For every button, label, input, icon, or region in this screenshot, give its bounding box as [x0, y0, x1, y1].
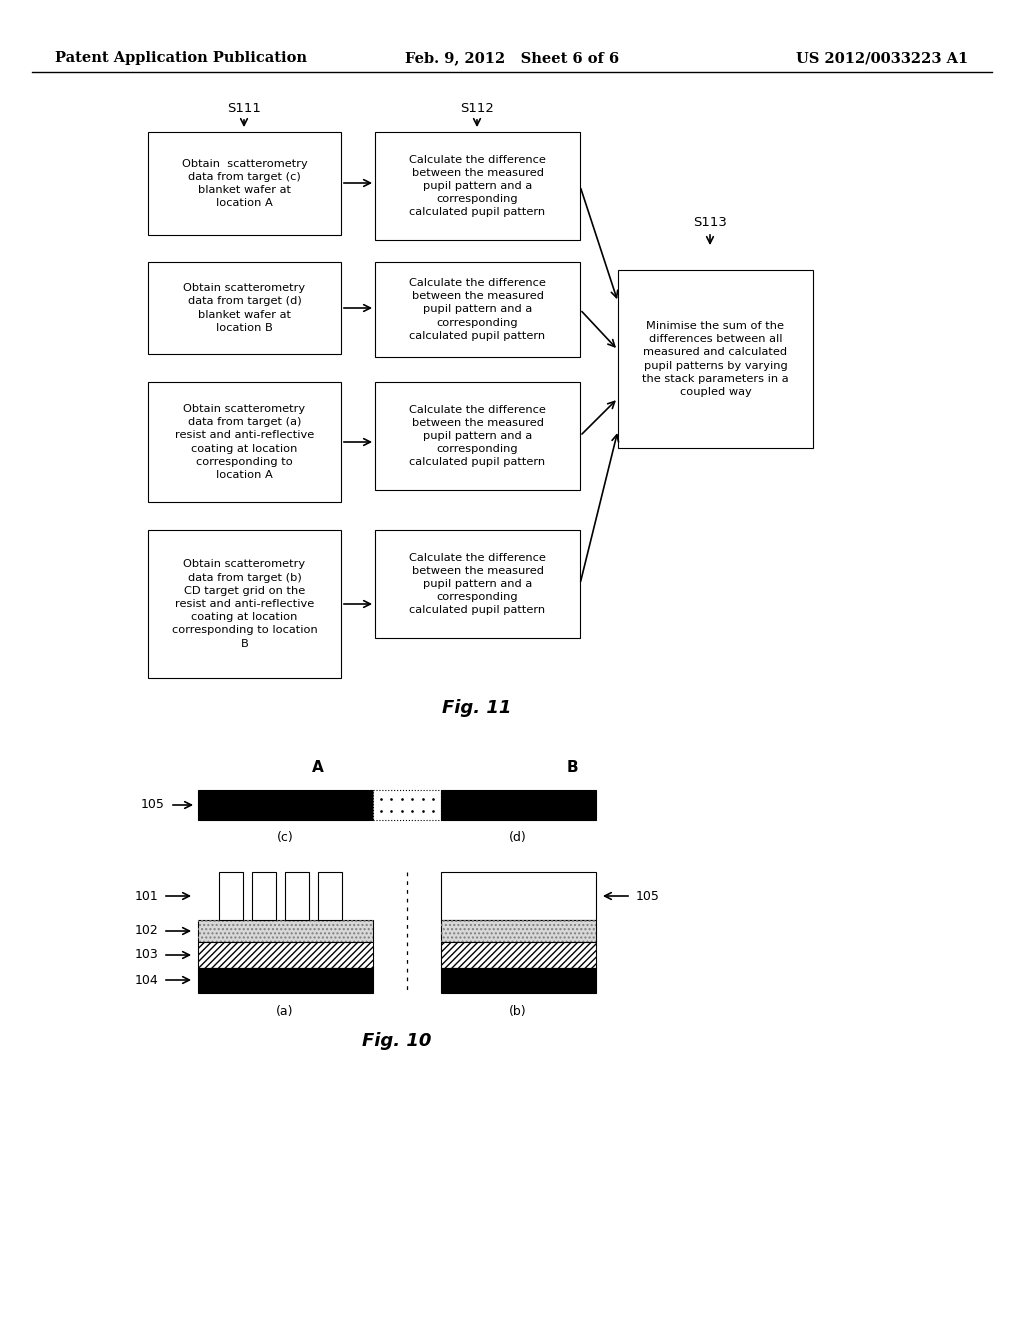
Text: US 2012/0033223 A1: US 2012/0033223 A1: [796, 51, 968, 65]
Text: Obtain scatterometry
data from target (b)
CD target grid on the
resist and anti-: Obtain scatterometry data from target (b…: [172, 560, 317, 648]
Text: Minimise the sum of the
differences between all
measured and calculated
pupil pa: Minimise the sum of the differences betw…: [642, 321, 788, 397]
Bar: [198, 920, 373, 942]
Bar: [285, 873, 309, 920]
Text: 105: 105: [636, 890, 659, 903]
Text: 101: 101: [134, 890, 158, 903]
Bar: [375, 381, 580, 490]
Text: 102: 102: [134, 924, 158, 937]
Bar: [219, 873, 243, 920]
Bar: [318, 873, 342, 920]
Text: Obtain scatterometry
data from target (d)
blanket wafer at
location B: Obtain scatterometry data from target (d…: [183, 284, 305, 333]
Text: (a): (a): [276, 1005, 294, 1018]
Text: 105: 105: [141, 799, 165, 812]
Text: Calculate the difference
between the measured
pupil pattern and a
corresponding
: Calculate the difference between the mea…: [409, 279, 546, 341]
Text: (c): (c): [276, 832, 293, 845]
Bar: [148, 261, 341, 354]
Bar: [198, 920, 373, 942]
Bar: [441, 873, 596, 920]
Bar: [252, 873, 276, 920]
Text: A: A: [312, 760, 324, 776]
Text: (b): (b): [509, 1005, 526, 1018]
Bar: [441, 942, 596, 968]
Text: Calculate the difference
between the measured
pupil pattern and a
corresponding
: Calculate the difference between the mea…: [409, 154, 546, 218]
Bar: [198, 942, 373, 968]
Bar: [198, 968, 373, 993]
Text: S111: S111: [227, 102, 261, 115]
Bar: [618, 271, 813, 447]
Bar: [373, 789, 441, 820]
Bar: [198, 789, 373, 820]
Bar: [375, 132, 580, 240]
Text: Obtain  scatterometry
data from target (c)
blanket wafer at
location A: Obtain scatterometry data from target (c…: [181, 158, 307, 209]
Bar: [441, 920, 596, 942]
Text: Obtain scatterometry
data from target (a)
resist and anti-reflective
coating at : Obtain scatterometry data from target (a…: [175, 404, 314, 480]
Text: (d): (d): [509, 832, 527, 845]
Bar: [441, 968, 596, 993]
Text: 104: 104: [134, 974, 158, 986]
Text: S113: S113: [693, 215, 727, 228]
Text: Feb. 9, 2012   Sheet 6 of 6: Feb. 9, 2012 Sheet 6 of 6: [404, 51, 620, 65]
Bar: [375, 531, 580, 638]
Text: S112: S112: [460, 102, 494, 115]
Text: Patent Application Publication: Patent Application Publication: [55, 51, 307, 65]
Text: Calculate the difference
between the measured
pupil pattern and a
corresponding
: Calculate the difference between the mea…: [409, 553, 546, 615]
Bar: [148, 531, 341, 678]
Bar: [198, 942, 373, 968]
Text: B: B: [566, 760, 578, 776]
Text: 103: 103: [134, 949, 158, 961]
Text: Fig. 11: Fig. 11: [442, 700, 512, 717]
Bar: [148, 381, 341, 502]
Bar: [441, 942, 596, 968]
Bar: [441, 920, 596, 942]
Bar: [375, 261, 580, 356]
Text: Calculate the difference
between the measured
pupil pattern and a
corresponding
: Calculate the difference between the mea…: [409, 405, 546, 467]
Bar: [441, 789, 596, 820]
Bar: [148, 132, 341, 235]
Text: Fig. 10: Fig. 10: [362, 1032, 432, 1049]
